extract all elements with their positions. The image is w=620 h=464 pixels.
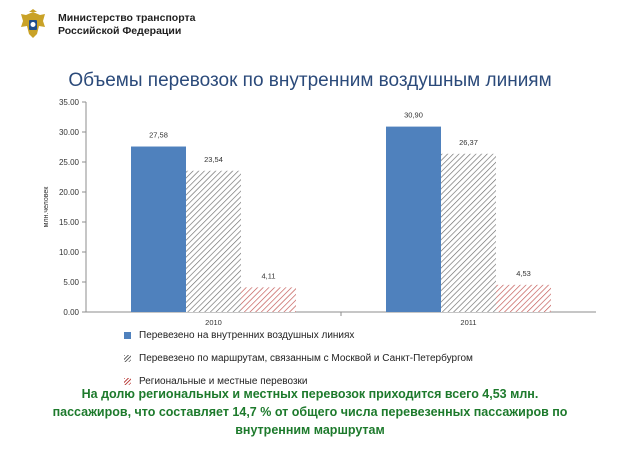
bar (386, 126, 441, 312)
data-label: 26,37 (459, 138, 478, 147)
data-label: 27,58 (149, 131, 168, 140)
bar (131, 146, 186, 312)
note-line-2: пассажиров, что составляет 14,7 % от общ… (52, 405, 568, 419)
bar-chart: 0.00 5.00 10.00 15.00 20.00 25.00 30.00 35.00 мл… (43, 98, 596, 327)
legend-label: Перевезено на внутренних воздушных линия… (139, 329, 355, 341)
chart-legend: Перевезено на внутренних воздушных линия… (124, 327, 473, 396)
legend-swatch-grey-hatch (124, 354, 131, 362)
legend-swatch-blue (124, 331, 131, 339)
ministry-name: Министерство транспорта Российской Федер… (58, 12, 195, 38)
legend-swatch-red-hatch (124, 377, 131, 385)
legend-label: Региональные и местные перевозки (139, 375, 308, 387)
chart-title: Объемы перевозок по внутренним воздушным… (68, 70, 552, 91)
ministry-line-2: Российской Федерации (58, 25, 182, 37)
bar (496, 284, 551, 312)
data-label: 4,53 (516, 269, 531, 278)
y-tick-label: 35.00 (59, 98, 80, 107)
bar (186, 170, 241, 312)
summary-note: На долю региональных и местных перевозок… (0, 385, 620, 439)
bar (241, 287, 296, 312)
header: Министерство транспорта Российской Федер… (18, 8, 195, 42)
legend-label: Перевезено по маршрутам, связанным с Мос… (139, 352, 473, 364)
legend-item: Перевезено по маршрутам, связанным с Мос… (124, 350, 473, 366)
y-tick-label: 15.00 (59, 218, 80, 227)
data-label: 30,90 (404, 111, 423, 120)
y-tick-label: 25.00 (59, 158, 80, 167)
y-tick-label: 10.00 (59, 248, 80, 257)
legend-item: Региональные и местные перевозки (124, 373, 473, 389)
y-tick-label: 30.00 (59, 128, 80, 137)
x-tick-label: 2011 (460, 318, 476, 327)
x-tick-label: 2010 (205, 318, 222, 327)
note-line-3: внутренним маршрутам (235, 423, 385, 437)
coat-of-arms-icon (21, 9, 45, 38)
note-line-1: На долю региональных и местных перевозок… (81, 387, 539, 401)
ministry-line-1: Министерство транспорта (58, 12, 196, 24)
bar (441, 153, 496, 312)
y-tick-label: 0.00 (63, 308, 79, 317)
data-label: 4,11 (261, 271, 275, 280)
y-axis-label: млн.человек (43, 186, 50, 228)
legend-item: Перевезено на внутренних воздушных линия… (124, 327, 473, 343)
data-label: 23,54 (204, 155, 223, 164)
y-tick-label: 20.00 (59, 188, 80, 197)
y-tick-label: 5.00 (63, 278, 79, 287)
